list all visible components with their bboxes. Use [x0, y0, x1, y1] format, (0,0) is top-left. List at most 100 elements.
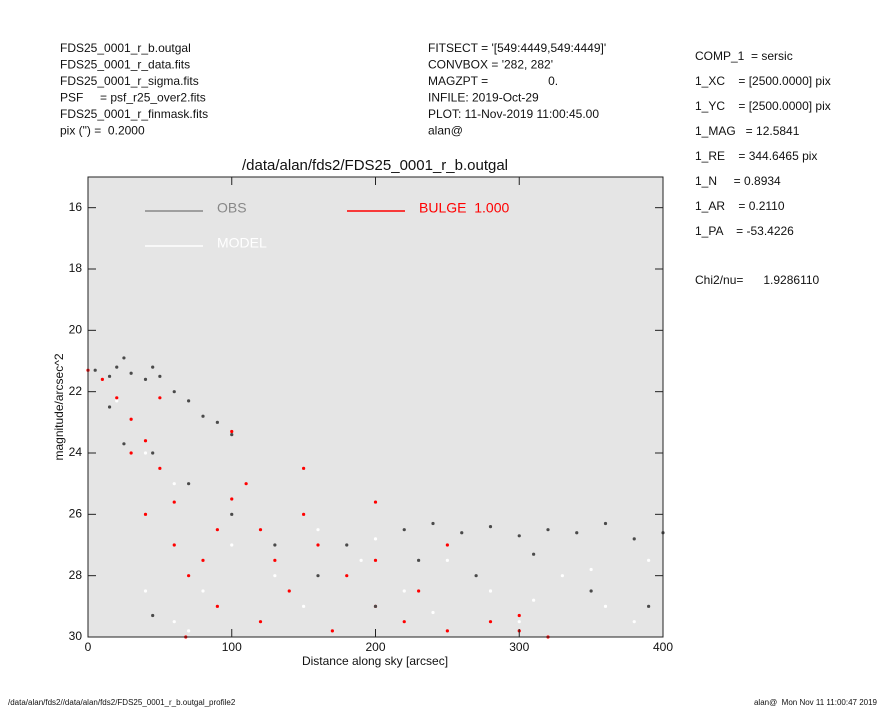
data-point — [517, 620, 521, 624]
x-axis-label: Distance along sky [arcsec] — [302, 654, 448, 668]
data-point — [230, 497, 234, 501]
footer-right: alan@ Mon Nov 11 11:00:47 2019 — [754, 698, 878, 707]
data-point — [460, 531, 464, 535]
data-point — [603, 521, 608, 526]
data-point — [589, 567, 593, 572]
data-point — [431, 610, 435, 615]
data-point — [632, 620, 636, 624]
data-point — [316, 528, 320, 532]
data-point — [517, 613, 521, 618]
data-point — [402, 620, 406, 624]
data-point — [431, 521, 435, 526]
data-point — [143, 377, 148, 381]
header-center: INFILE: 2019-Oct-29 — [428, 91, 539, 105]
data-point — [273, 574, 277, 578]
x-tick-label: 300 — [509, 640, 529, 654]
chart-title: /data/alan/fds2/FDS25_0001_r_b.outgal — [242, 157, 508, 174]
data-point — [230, 433, 234, 437]
data-point — [172, 390, 176, 394]
data-point — [201, 558, 205, 562]
data-point — [417, 589, 421, 593]
data-point — [445, 558, 449, 562]
data-point — [402, 589, 406, 593]
data-point — [417, 558, 421, 562]
legend-label: MODEL — [217, 235, 267, 251]
x-tick-label: 400 — [653, 640, 673, 654]
header-left: FDS25_0001_r_data.fits — [60, 58, 190, 72]
data-point — [187, 574, 191, 578]
header-right: COMP_1 = sersic — [695, 49, 793, 63]
y-tick-label: 18 — [69, 261, 83, 275]
data-point — [373, 537, 378, 541]
chi2: Chi2/nu= 1.9286110 — [695, 273, 820, 287]
header-left: pix (") = 0.2000 — [60, 124, 145, 138]
data-point — [215, 604, 219, 608]
data-point — [215, 420, 219, 424]
data-point — [316, 543, 320, 547]
header-left: FDS25_0001_r_b.outgal — [60, 41, 191, 55]
data-point — [115, 396, 119, 400]
data-point — [603, 604, 608, 608]
header-center: CONVBOX = '282, 282' — [428, 58, 553, 72]
data-point — [373, 604, 378, 608]
data-point — [107, 374, 112, 378]
data-point — [647, 558, 651, 562]
data-point — [302, 466, 306, 470]
data-point — [302, 512, 306, 516]
data-point — [129, 451, 133, 455]
data-point — [488, 525, 493, 529]
data-point — [373, 500, 378, 504]
data-point — [93, 368, 97, 372]
data-point — [201, 589, 205, 593]
data-point — [632, 537, 636, 541]
header-center: FITSECT = '[549:4449,549:4449]' — [428, 41, 606, 55]
data-point — [273, 558, 277, 562]
data-point — [115, 399, 119, 403]
data-point — [373, 558, 378, 562]
data-point — [151, 613, 155, 618]
data-point — [158, 466, 162, 470]
data-point — [273, 543, 277, 547]
header-right: 1_PA = -53.4226 — [695, 224, 794, 238]
data-point — [151, 365, 155, 369]
legend-label: BULGE 1.000 — [419, 200, 509, 216]
data-point — [517, 534, 521, 538]
data-point — [158, 396, 162, 400]
data-point — [122, 356, 126, 360]
x-tick-label: 100 — [222, 640, 242, 654]
y-axis-label: magnitude/arcsec^2 — [52, 353, 66, 460]
data-point — [402, 528, 406, 532]
header-right: 1_YC = [2500.0000] pix — [695, 99, 831, 113]
header-left: PSF = psf_r25_over2.fits — [60, 91, 206, 105]
footer-left: /data/alan/fds2//data/alan/fds2/FDS25_00… — [8, 698, 236, 707]
header-right: 1_RE = 344.6465 pix — [695, 149, 817, 163]
data-point — [143, 439, 148, 443]
header-center: alan@ — [428, 124, 463, 138]
data-point — [575, 531, 579, 535]
data-point — [302, 604, 306, 608]
y-tick-label: 20 — [69, 323, 83, 337]
y-tick-label: 22 — [69, 384, 83, 398]
y-tick-label: 28 — [69, 568, 83, 582]
header-right: 1_MAG = 12.5841 — [695, 124, 800, 138]
data-point — [172, 500, 176, 504]
data-point — [244, 482, 248, 486]
data-point — [258, 528, 263, 532]
data-point — [158, 374, 162, 378]
data-point — [187, 629, 191, 633]
data-point — [345, 543, 349, 547]
data-point — [287, 589, 291, 593]
data-point — [647, 604, 651, 608]
header-right: 1_AR = 0.2110 — [695, 199, 785, 213]
data-point — [488, 620, 493, 624]
data-point — [129, 417, 133, 421]
header-left: FDS25_0001_r_finmask.fits — [60, 107, 208, 121]
data-point — [187, 399, 191, 403]
data-point — [359, 558, 363, 562]
data-point — [172, 543, 176, 547]
header-right: 1_XC = [2500.0000] pix — [695, 74, 831, 88]
header-right: 1_N = 0.8934 — [695, 174, 781, 188]
header-left: FDS25_0001_r_sigma.fits — [60, 74, 199, 88]
data-point — [230, 543, 234, 547]
